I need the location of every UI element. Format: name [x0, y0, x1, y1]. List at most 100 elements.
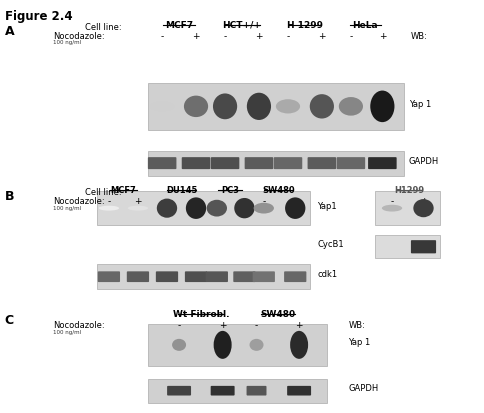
Ellipse shape: [99, 206, 119, 211]
Text: -: -: [349, 32, 352, 41]
Ellipse shape: [285, 197, 305, 219]
Text: 100 ng/ml: 100 ng/ml: [53, 40, 81, 45]
FancyBboxPatch shape: [284, 271, 306, 282]
FancyBboxPatch shape: [98, 271, 120, 282]
Text: Yap 1: Yap 1: [348, 338, 371, 347]
Text: +: +: [295, 321, 303, 330]
FancyBboxPatch shape: [127, 271, 149, 282]
Ellipse shape: [184, 95, 208, 117]
Ellipse shape: [150, 101, 174, 111]
FancyBboxPatch shape: [148, 157, 177, 169]
Text: -: -: [161, 32, 164, 41]
Ellipse shape: [234, 198, 255, 218]
Text: +: +: [318, 32, 326, 41]
Bar: [97, 264, 310, 289]
Ellipse shape: [250, 339, 263, 351]
Ellipse shape: [339, 97, 363, 116]
Bar: [148, 324, 327, 366]
Text: WB:: WB:: [348, 321, 365, 330]
Ellipse shape: [276, 99, 300, 114]
FancyBboxPatch shape: [233, 271, 256, 282]
FancyBboxPatch shape: [206, 271, 228, 282]
Bar: [148, 379, 327, 403]
FancyBboxPatch shape: [167, 386, 191, 396]
Text: PC3: PC3: [221, 186, 239, 195]
FancyBboxPatch shape: [246, 386, 267, 396]
FancyBboxPatch shape: [245, 157, 273, 169]
Ellipse shape: [186, 197, 206, 219]
FancyBboxPatch shape: [156, 271, 178, 282]
Ellipse shape: [247, 93, 271, 120]
Text: Yap1: Yap1: [317, 202, 337, 211]
Ellipse shape: [413, 199, 434, 217]
Text: GAPDH: GAPDH: [348, 384, 378, 393]
Ellipse shape: [370, 90, 394, 122]
Text: -: -: [287, 32, 289, 41]
Text: DU145: DU145: [166, 186, 197, 195]
Text: +: +: [241, 197, 248, 206]
Text: WB:: WB:: [410, 32, 427, 41]
Text: Yap 1: Yap 1: [409, 100, 431, 109]
Text: -: -: [107, 197, 110, 206]
Text: HCT+/+: HCT+/+: [223, 21, 261, 30]
Ellipse shape: [310, 94, 334, 119]
Text: A: A: [5, 25, 15, 38]
Text: -: -: [166, 197, 168, 206]
Text: H1299: H1299: [394, 186, 424, 195]
Text: Cell line:: Cell line:: [85, 188, 121, 197]
Text: GAPDH: GAPDH: [409, 157, 439, 166]
Text: C: C: [5, 314, 14, 327]
Text: Nocodazole:: Nocodazole:: [53, 197, 105, 206]
Text: Wt Fibrobl.: Wt Fibrobl.: [173, 310, 229, 319]
FancyBboxPatch shape: [287, 386, 311, 396]
FancyBboxPatch shape: [253, 271, 275, 282]
FancyBboxPatch shape: [182, 157, 210, 169]
Text: Nocodazole:: Nocodazole:: [53, 321, 105, 330]
Text: HeLa: HeLa: [353, 21, 378, 30]
Ellipse shape: [213, 93, 237, 119]
Text: +: +: [420, 197, 427, 206]
Bar: [97, 191, 310, 225]
Text: +: +: [378, 32, 386, 41]
Text: Figure 2.4: Figure 2.4: [5, 10, 73, 23]
Text: +: +: [192, 32, 200, 41]
Text: SW480: SW480: [261, 310, 296, 319]
FancyBboxPatch shape: [211, 386, 235, 396]
FancyBboxPatch shape: [211, 157, 239, 169]
Text: -: -: [262, 197, 265, 206]
Text: MCF7: MCF7: [110, 186, 136, 195]
Text: +: +: [291, 197, 299, 206]
Text: B: B: [5, 190, 15, 203]
Ellipse shape: [172, 339, 186, 351]
Ellipse shape: [290, 331, 308, 359]
Text: -: -: [255, 321, 258, 330]
Text: +: +: [255, 32, 263, 41]
Text: -: -: [215, 197, 218, 206]
Text: MCF7: MCF7: [165, 21, 193, 30]
Text: +: +: [134, 197, 142, 206]
Text: +: +: [192, 197, 200, 206]
Ellipse shape: [207, 200, 227, 216]
FancyBboxPatch shape: [308, 157, 336, 169]
Text: -: -: [178, 321, 181, 330]
Ellipse shape: [254, 203, 274, 214]
Ellipse shape: [157, 199, 177, 218]
Text: +: +: [219, 321, 227, 330]
Text: Nocodazole:: Nocodazole:: [53, 32, 105, 41]
Bar: [375, 235, 440, 258]
FancyBboxPatch shape: [274, 157, 302, 169]
Ellipse shape: [382, 205, 402, 211]
Text: -: -: [224, 32, 227, 41]
Bar: [148, 151, 404, 176]
Text: 100 ng/ml: 100 ng/ml: [53, 206, 81, 211]
FancyBboxPatch shape: [185, 271, 207, 282]
FancyBboxPatch shape: [368, 157, 397, 169]
Text: Cell line:: Cell line:: [85, 23, 121, 32]
Bar: [375, 191, 440, 225]
Bar: [148, 83, 404, 130]
Ellipse shape: [128, 206, 148, 211]
Ellipse shape: [213, 331, 232, 359]
FancyBboxPatch shape: [411, 240, 436, 253]
Text: cdk1: cdk1: [317, 270, 337, 279]
Text: CycB1: CycB1: [317, 240, 344, 249]
